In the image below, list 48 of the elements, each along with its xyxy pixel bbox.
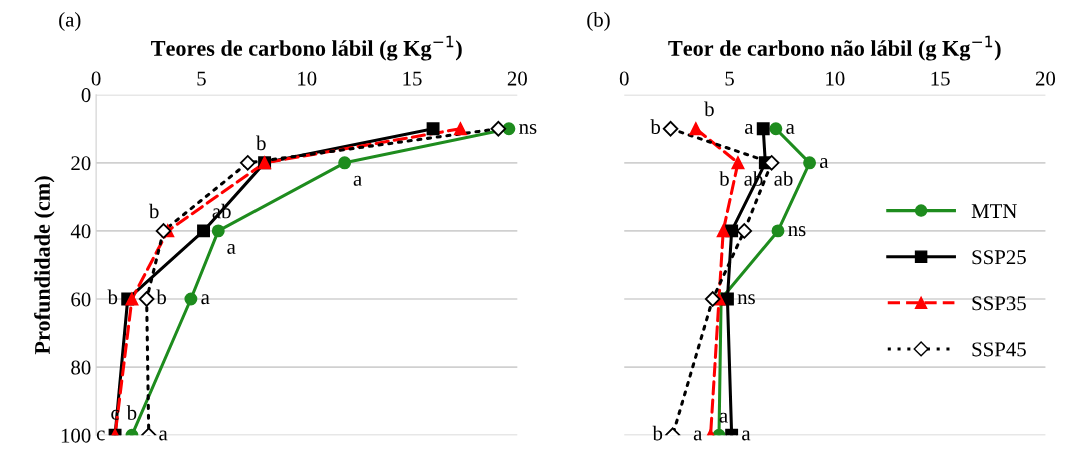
data-label: a [227,243,236,254]
y-tick-label: 100 [61,428,91,443]
data-label: b [650,119,661,134]
data-label: ns [519,123,537,134]
data-label: ns [737,294,755,305]
data-label: b [148,203,159,219]
data-label: ab [774,171,793,186]
data-label: b [156,289,167,305]
x-tick-label: 0 [619,71,629,86]
y-axis-title: Profundidade (cm) [34,176,55,355]
y-tick-label: 60 [71,292,91,307]
data-label: b [704,101,714,117]
x-tick-label: 20 [507,71,527,86]
legend-label: SSP35 [972,296,1026,311]
data-label: ns [788,226,806,237]
data-label: a [820,158,829,169]
y-tick-label: 0 [81,88,91,103]
data-label: b [652,425,663,441]
chart-title: Teores de carbono lábil (g Kg$^{−1}$) [151,35,462,61]
text: (b) [587,12,610,31]
data-label: a [159,430,168,441]
x-tick-label: 10 [298,71,317,86]
data-label: a [742,430,751,441]
legend-label: SSP25 [972,250,1026,265]
data-label: b [107,289,118,305]
chart-title: Teor de carbono não lábil (g Kg$^{−1}$) [668,35,1001,61]
data-label: b [256,135,266,151]
data-label: a [745,123,754,134]
data-label: a [353,175,362,186]
legend-label: SSP45 [972,342,1026,357]
x-tick-label: 15 [931,71,950,86]
y-tick-label: 40 [70,224,91,239]
y-tick-label: 20 [71,156,91,171]
x-tick-label: 10 [826,71,845,86]
data-label: b [719,171,729,186]
x-tick-label: 5 [197,71,206,86]
data-label: a [201,294,210,305]
x-tick-label: 20 [1035,71,1056,86]
legend-label: MTN [971,204,1017,218]
x-tick-label: 5 [725,71,734,86]
data-label: c [96,430,105,441]
data-label: a [786,123,795,134]
x-tick-label: 15 [403,71,422,86]
y-tick-label: 80 [71,360,91,375]
x-tick-label: 0 [91,71,101,86]
data-label: a [693,430,703,441]
data-label: b [126,405,137,420]
text: (a) [59,12,81,31]
